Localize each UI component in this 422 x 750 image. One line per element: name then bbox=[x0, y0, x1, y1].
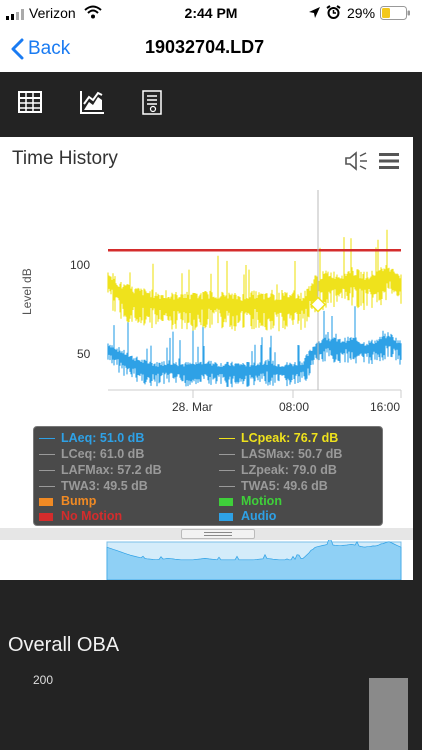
chart-tooltip: LAeq: 51.0 dB LCeq: 61.0 dB LAFMax: 57.2… bbox=[33, 426, 383, 526]
page-title: 19032704.LD7 bbox=[145, 37, 265, 57]
x-tick-label: 16:00 bbox=[370, 400, 401, 414]
speaker-icon[interactable] bbox=[344, 150, 370, 177]
navigator-area bbox=[106, 540, 402, 580]
navigator-scrollbar[interactable] bbox=[0, 528, 413, 540]
navigation-bar: Back 19032704.LD7 bbox=[0, 26, 422, 73]
chart-grid bbox=[108, 389, 402, 398]
section-title: Overall OBA bbox=[8, 634, 120, 656]
carrier-label: Verizon bbox=[29, 5, 76, 21]
navigator-series bbox=[106, 540, 402, 580]
menu-icon[interactable] bbox=[378, 152, 400, 175]
chart-marks bbox=[309, 296, 327, 313]
oba-bar bbox=[369, 678, 408, 750]
y-tick-label: 200 bbox=[33, 673, 54, 687]
card-title: Time History bbox=[12, 148, 118, 169]
cursor-marker bbox=[309, 296, 327, 313]
battery-percent: 29% bbox=[347, 5, 376, 21]
chart-icon[interactable] bbox=[80, 90, 105, 119]
y-tick-label: 50 bbox=[77, 347, 91, 361]
battery-icon bbox=[380, 6, 412, 23]
tooltip-item-laeq: LAeq: 51.0 dB bbox=[39, 430, 144, 446]
tooltip-item-audio: Audio bbox=[219, 508, 276, 524]
tooltip-item-twa3: TWA3: 49.5 dB bbox=[39, 478, 148, 494]
y-axis-label: Level dB bbox=[20, 268, 34, 315]
signal-icon bbox=[6, 7, 24, 23]
x-tick-label: 08:00 bbox=[279, 400, 310, 414]
alarm-icon bbox=[326, 5, 341, 23]
clock: 2:44 PM bbox=[184, 5, 238, 21]
location-icon bbox=[308, 6, 321, 22]
tooltip-item-lafmax: LAFMax: 57.2 dB bbox=[39, 462, 162, 478]
scrollbar-thumb[interactable] bbox=[181, 529, 255, 539]
y-tick-label: 100 bbox=[70, 258, 91, 272]
tooltip-item-no-motion: No Motion bbox=[39, 508, 122, 524]
tooltip-item-lzpeak: LZpeak: 79.0 dB bbox=[219, 462, 337, 478]
wifi-icon bbox=[84, 5, 102, 22]
back-label: Back bbox=[28, 38, 71, 59]
table-icon[interactable] bbox=[18, 90, 42, 119]
tooltip-item-bump: Bump bbox=[39, 493, 96, 509]
tooltip-item-motion: Motion bbox=[219, 493, 282, 509]
tooltip-item-lasmax: LASMax: 50.7 dB bbox=[219, 446, 342, 462]
tooltip-item-lcpeak: LCpeak: 76.7 dB bbox=[219, 430, 338, 446]
chart-series bbox=[107, 229, 402, 388]
time-history-chart[interactable] bbox=[0, 180, 413, 420]
lcpeak-series bbox=[107, 229, 402, 332]
chevron-left-icon bbox=[11, 38, 24, 60]
report-icon[interactable] bbox=[142, 90, 164, 121]
x-tick-label: 28. Mar bbox=[172, 400, 213, 414]
status-bar: Verizon 2:44 PM 29% bbox=[0, 0, 422, 26]
navigator-chart[interactable] bbox=[0, 540, 413, 580]
laeq-series bbox=[107, 306, 402, 388]
tooltip-item-twa5: TWA5: 49.6 dB bbox=[219, 478, 328, 494]
view-toolbar bbox=[0, 72, 422, 134]
tooltip-item-lceq: LCeq: 61.0 dB bbox=[39, 446, 144, 462]
